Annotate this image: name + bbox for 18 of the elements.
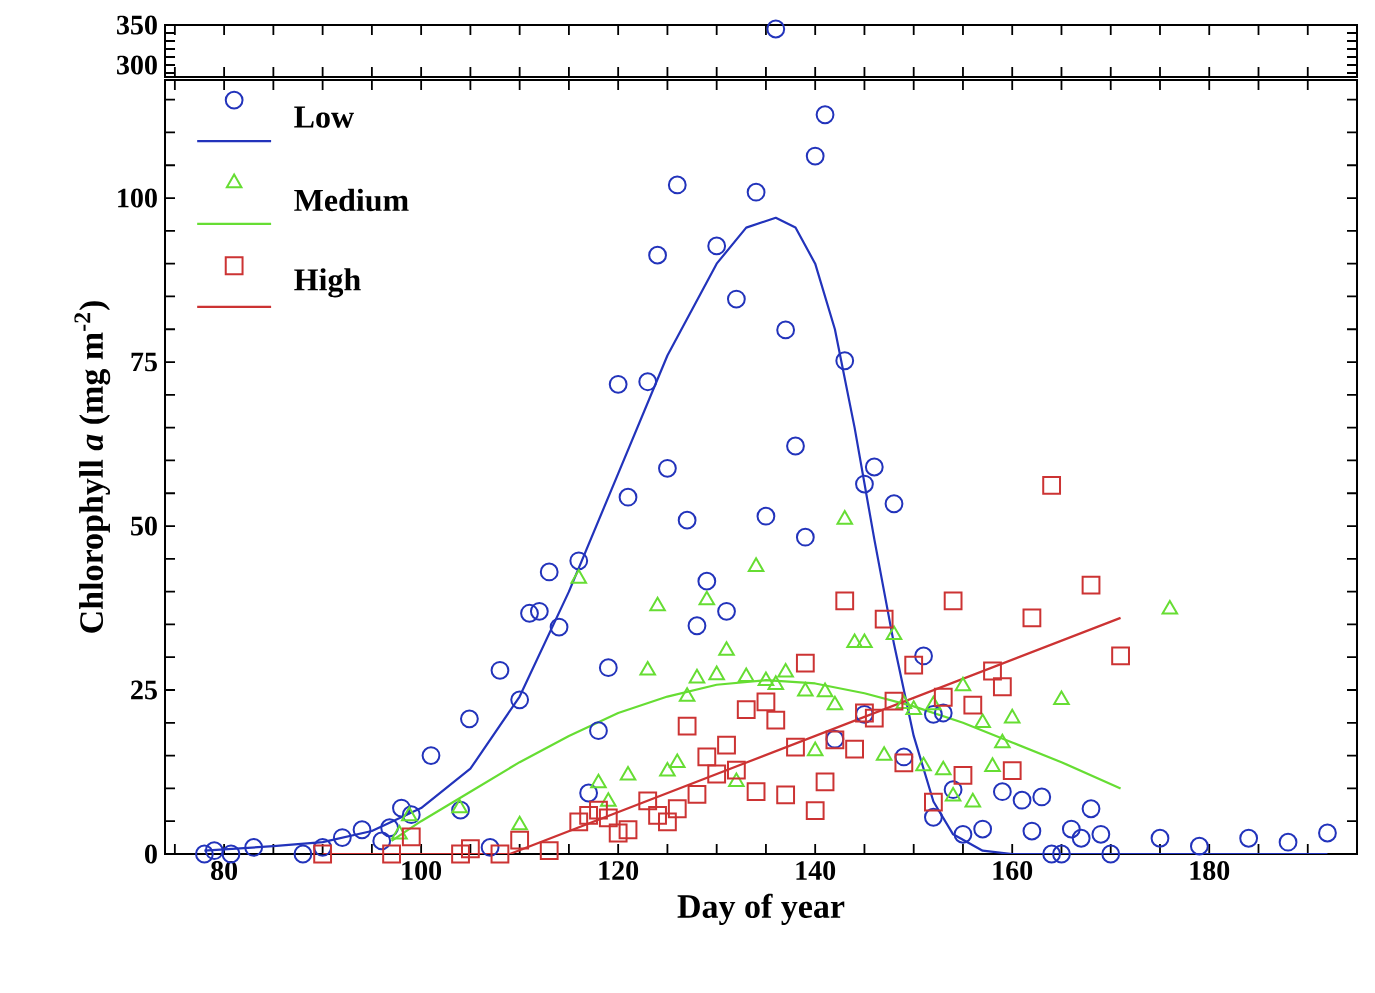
y-tick-label: 75 (131, 352, 157, 372)
y-tick-label: 350 (117, 15, 157, 35)
y-tick-label: 50 (131, 516, 157, 536)
x-tick-label: 100 (402, 861, 442, 880)
y-tick-label: 300 (117, 55, 157, 75)
y-tick-label: 25 (131, 680, 157, 700)
x-tick-label: 80 (211, 861, 238, 880)
x-tick-label: 160 (993, 861, 1033, 880)
legend-label: Low (294, 106, 354, 128)
y-tick-label: 100 (118, 188, 157, 208)
x-tick-label: 120 (599, 861, 639, 880)
legend-label: High (294, 268, 361, 298)
y-tick-label: 0 (145, 844, 157, 864)
x-axis-title: Day of year (677, 893, 845, 925)
y-axis-title: Chlorophyll a (mg m$^{-2}$) (74, 301, 111, 633)
x-tick-label: 180 (1190, 861, 1230, 880)
legend-label: Medium (294, 188, 409, 212)
x-tick-label: 140 (796, 861, 836, 880)
